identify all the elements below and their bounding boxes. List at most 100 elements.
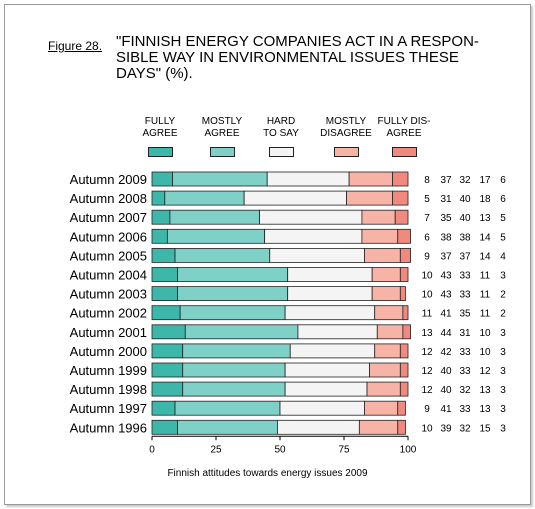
data-label: 39	[440, 423, 452, 434]
data-label: 33	[459, 271, 471, 282]
legend-label-line: DISAGREE	[320, 128, 372, 139]
data-label: 33	[459, 290, 471, 301]
legend-swatch-4	[333, 147, 359, 157]
bar-segment	[151, 209, 171, 225]
data-label: 11	[480, 290, 491, 301]
bar-segment	[177, 419, 278, 435]
category-label: Autumn 2004	[70, 268, 147, 283]
data-label: 10	[421, 271, 433, 282]
data-label: 10	[479, 328, 491, 339]
data-label: 40	[440, 366, 452, 377]
bar-segment	[364, 247, 401, 263]
bar-segment	[151, 381, 184, 397]
bar-segment	[376, 324, 404, 340]
data-label: 15	[479, 423, 491, 434]
bar-segment	[402, 305, 409, 321]
data-label: 3	[500, 328, 506, 339]
category-label: Autumn 2000	[70, 344, 147, 359]
bar-segment	[397, 228, 411, 244]
x-tick-label: 25	[210, 444, 222, 455]
bar-segment	[172, 171, 268, 187]
legend-swatch-1	[147, 147, 173, 157]
category-label: Autumn 2008	[70, 191, 147, 206]
legend-label-5: FULLY DIS- AGREE	[364, 116, 444, 140]
bar-segment	[287, 267, 373, 282]
bar-segment	[151, 286, 179, 302]
bar-segment	[346, 190, 394, 206]
data-label: 35	[440, 213, 452, 224]
data-label: 8	[424, 175, 430, 186]
data-label: 33	[459, 366, 471, 377]
data-label: 38	[459, 232, 471, 243]
data-label: 33	[459, 347, 471, 358]
bar-segment	[297, 324, 378, 340]
category-label: Autumn 2001	[70, 325, 147, 340]
data-label: 3	[500, 271, 506, 282]
bar-segment	[151, 305, 181, 321]
data-label: 37	[440, 175, 452, 186]
data-label: 3	[500, 404, 506, 415]
legend-label-3: HARD TO SAY	[241, 116, 321, 140]
data-label: 40	[440, 385, 452, 396]
data-label: 7	[424, 213, 430, 224]
data-label: 37	[459, 251, 471, 262]
bar-segment	[284, 381, 368, 397]
category-label: Autumn 2006	[70, 229, 147, 244]
x-tick-label: 50	[274, 444, 286, 455]
x-tick-label: 75	[338, 444, 350, 455]
bar-segment	[399, 286, 406, 302]
bar-segment	[151, 247, 176, 263]
bar-segment	[174, 400, 281, 416]
bar-segment	[179, 305, 286, 321]
bar-segment	[361, 209, 396, 225]
bar-segment	[279, 400, 365, 416]
data-label: 14	[479, 251, 491, 262]
data-label: 2	[500, 309, 506, 320]
data-label: 11	[480, 309, 491, 320]
bar-segment	[266, 171, 350, 187]
bar-segment	[392, 171, 409, 187]
bar-segment	[151, 343, 184, 359]
bar-segment	[151, 362, 184, 378]
bar-segment	[243, 190, 347, 206]
category-label: Autumn 2005	[70, 248, 147, 263]
data-label: 6	[500, 194, 506, 205]
bar-segment	[397, 400, 406, 416]
legend-swatch-2	[209, 147, 235, 157]
bar-segment	[151, 190, 166, 206]
data-label: 6	[424, 232, 430, 243]
bar-segment	[374, 305, 404, 321]
bar-segment	[364, 400, 399, 416]
bar-segment	[151, 171, 173, 187]
data-label: 5	[500, 213, 506, 224]
bar-segment	[182, 381, 286, 397]
legend-label-1: FULLY AGREE	[120, 116, 200, 140]
bar-segment	[284, 362, 370, 378]
data-label: 41	[440, 404, 452, 415]
data-label: 12	[421, 385, 433, 396]
data-label: 12	[421, 366, 433, 377]
figure-label: Figure 28.	[48, 39, 103, 53]
legend-label-line: MOSTLY	[325, 116, 367, 127]
bar-segment	[289, 343, 376, 359]
bar-segment	[399, 343, 409, 359]
data-label: 3	[500, 347, 506, 358]
legend-label-line: AGREE	[142, 128, 178, 139]
data-label: 38	[440, 232, 452, 243]
legend-label-line: TO SAY	[263, 128, 299, 139]
data-label: 5	[500, 232, 506, 243]
bar-segment	[182, 343, 291, 359]
legend-label-line: HARD	[266, 116, 296, 127]
x-tick-label: 100	[400, 444, 417, 455]
bar-segment	[269, 247, 365, 263]
bar-segment	[166, 228, 266, 244]
bar-segment	[399, 362, 409, 378]
data-label: 3	[500, 366, 506, 377]
data-label: 40	[459, 213, 471, 224]
figure-title-line-2: SIBLE WAY IN ENVIRONMENTAL ISSUES THESE	[116, 49, 459, 66]
bar-segment	[371, 286, 401, 302]
legend-label-4: MOSTLY DISAGREE	[306, 116, 386, 140]
category-label: Autumn 2003	[70, 287, 147, 302]
bar-segment	[366, 381, 401, 397]
